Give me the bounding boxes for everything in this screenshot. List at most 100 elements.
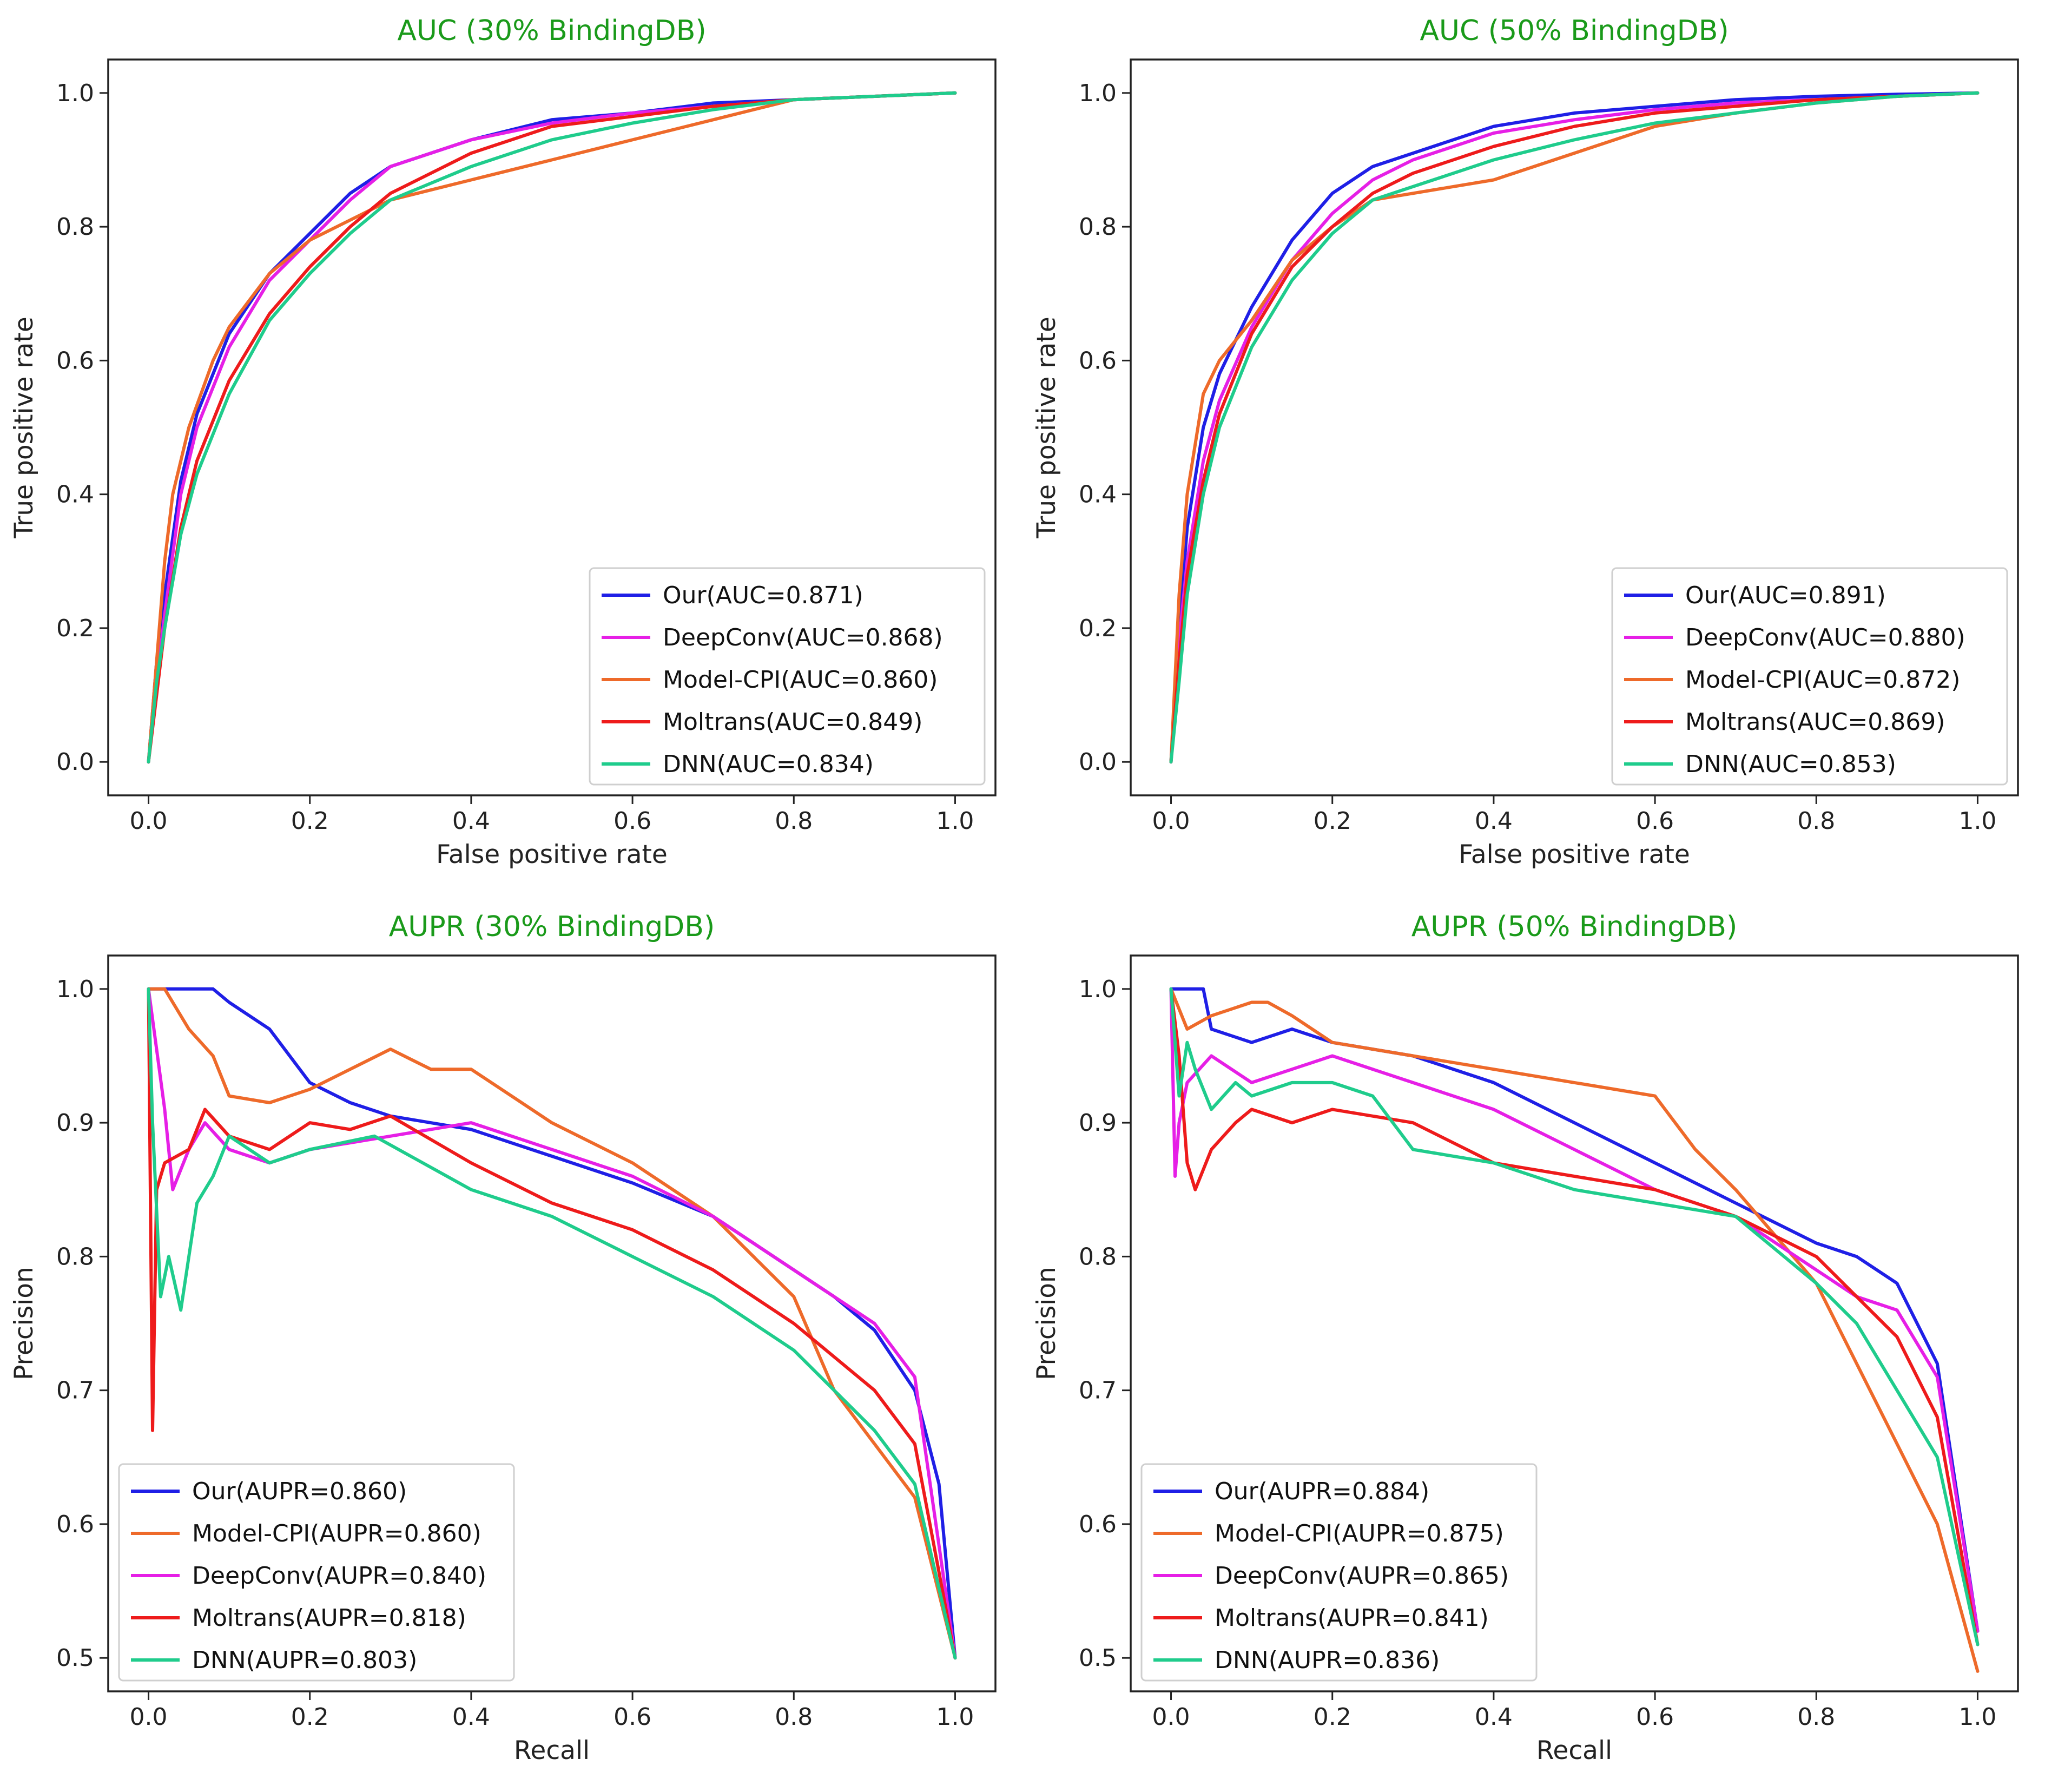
chart1-x-tick-label: 0.8 bbox=[1797, 807, 1835, 835]
chart1-series-line-3 bbox=[1169, 91, 1980, 764]
chart0-y-tick-label: 0.6 bbox=[56, 347, 94, 374]
chart0-title: AUC (30% BindingDB) bbox=[397, 15, 706, 47]
chart0-legend: Our(AUC=0.871) DeepConv(AUC=0.868) Model-C… bbox=[589, 567, 986, 786]
chart0-y-tick-label: 0.2 bbox=[56, 615, 94, 642]
chart0-series-line-4 bbox=[147, 91, 957, 764]
chart3-series-line-4 bbox=[1169, 987, 1980, 1646]
chart3-x-tick-label: 0.2 bbox=[1314, 1703, 1351, 1731]
chart1-legend-label-3: Moltrans(AUC=0.869) bbox=[1685, 708, 1945, 736]
chart0-x-tick-label: 0.0 bbox=[130, 807, 168, 835]
chart0-series-line-2 bbox=[147, 91, 957, 764]
chart0-x-tick-label: 0.4 bbox=[452, 807, 490, 835]
chart-panel-aupr-50: AUPR (50% BindingDB) 0.0 0.2 0.4 0.6 0.8 1.0 0.… bbox=[1023, 896, 2045, 1786]
chart3-legend-label-2: DeepConv(AUPR=0.865) bbox=[1215, 1562, 1509, 1590]
chart2-series-line-3 bbox=[147, 987, 957, 1660]
chart2-legend-label-0: Our(AUPR=0.860) bbox=[192, 1478, 407, 1505]
chart3-y-axis-label: Precision bbox=[1032, 1267, 1061, 1380]
chart0-y-tick-label: 0.0 bbox=[56, 748, 94, 776]
chart0-legend-label-3: Moltrans(AUC=0.849) bbox=[663, 708, 922, 736]
chart3-legend-label-0: Our(AUPR=0.884) bbox=[1215, 1478, 1429, 1505]
chart2-title: AUPR (30% BindingDB) bbox=[389, 911, 715, 943]
chart1-y-tick-label: 1.0 bbox=[1079, 80, 1117, 107]
chart0-x-tick-label: 1.0 bbox=[936, 807, 974, 835]
chart2-x-tick-label: 0.0 bbox=[130, 1703, 168, 1731]
chart2-y-tick-label: 0.5 bbox=[56, 1644, 94, 1672]
chart2-legend-label-1: Model-CPI(AUPR=0.860) bbox=[192, 1520, 481, 1547]
chart3-y-tick-label: 0.9 bbox=[1079, 1109, 1117, 1137]
chart2-x-tick-label: 0.4 bbox=[452, 1703, 490, 1731]
chart2-y-tick-label: 0.9 bbox=[56, 1109, 94, 1137]
chart-aupr-30: AUPR (30% BindingDB) 0.0 0.2 0.4 0.6 0.8 1.0 0.… bbox=[9, 911, 997, 1765]
chart1-series-line-1 bbox=[1169, 91, 1980, 764]
chart2-legend-label-3: Moltrans(AUPR=0.818) bbox=[192, 1604, 466, 1632]
chart3-x-tick-label: 0.4 bbox=[1475, 1703, 1513, 1731]
chart1-title: AUC (50% BindingDB) bbox=[1420, 15, 1729, 47]
chart3-x-tick-label: 1.0 bbox=[1958, 1703, 1996, 1731]
chart1-y-axis-label: True positive rate bbox=[1032, 317, 1061, 539]
chart0-y-tick-label: 1.0 bbox=[56, 80, 94, 107]
chart-panel-auc-30: AUC (30% BindingDB) 0.0 0.2 0.4 0.6 0.8 1.0 0.0… bbox=[0, 0, 1023, 890]
chart0-y-axis-label: True positive rate bbox=[9, 317, 39, 539]
chart3-y-tick-label: 0.8 bbox=[1079, 1243, 1117, 1270]
chart0-y-tick-label: 0.8 bbox=[56, 213, 94, 241]
chart1-x-tick-label: 0.4 bbox=[1475, 807, 1513, 835]
chart1-x-tick-label: 0.2 bbox=[1314, 807, 1351, 835]
chart1-y-tick-label: 0.4 bbox=[1079, 481, 1117, 509]
chart1-y-tick-label: 0.0 bbox=[1079, 748, 1117, 776]
chart0-legend-label-1: DeepConv(AUC=0.868) bbox=[663, 624, 943, 651]
chart3-y-tick-label: 0.5 bbox=[1079, 1644, 1117, 1672]
chart0-plot-frame bbox=[107, 58, 997, 796]
chart1-series-line-4 bbox=[1169, 91, 1980, 764]
chart3-x-axis-label: Recall bbox=[1536, 1736, 1612, 1765]
chart1-legend-label-1: DeepConv(AUC=0.880) bbox=[1685, 624, 1965, 651]
chart2-y-tick-label: 0.6 bbox=[56, 1511, 94, 1538]
chart3-legend-label-1: Model-CPI(AUPR=0.875) bbox=[1215, 1520, 1504, 1547]
chart1-x-tick-label: 1.0 bbox=[1958, 807, 1996, 835]
chart3-series-line-3 bbox=[1169, 987, 1980, 1646]
chart3-legend-box bbox=[1140, 1463, 1538, 1682]
chart3-series-line-1 bbox=[1169, 987, 1980, 1673]
chart2-y-tick-label: 0.8 bbox=[56, 1243, 94, 1270]
chart2-series-line-2 bbox=[147, 987, 957, 1660]
chart2-legend: Our(AUPR=0.860) Model-CPI(AUPR=0.860) Deep… bbox=[118, 1463, 515, 1682]
chart0-y-tick-label: 0.4 bbox=[56, 481, 94, 509]
chart3-y-tick-label: 0.6 bbox=[1079, 1511, 1117, 1538]
chart3-x-tick-label: 0.0 bbox=[1152, 1703, 1190, 1731]
chart2-x-tick-label: 0.8 bbox=[775, 1703, 813, 1731]
chart2-plot-frame bbox=[107, 954, 997, 1692]
chart-auc-30: AUC (30% BindingDB) 0.0 0.2 0.4 0.6 0.8 1.0 0.0… bbox=[9, 15, 997, 869]
chart0-legend-label-2: Model-CPI(AUC=0.860) bbox=[663, 666, 938, 694]
chart2-series-line-1 bbox=[147, 987, 957, 1660]
chart1-y-tick-label: 0.8 bbox=[1079, 213, 1117, 241]
chart1-y-tick-label: 0.2 bbox=[1079, 615, 1117, 642]
chart1-x-tick-label: 0.0 bbox=[1152, 807, 1190, 835]
chart3-x-tick-label: 0.6 bbox=[1636, 1703, 1674, 1731]
chart0-x-tick-label: 0.6 bbox=[614, 807, 651, 835]
chart1-y-tick-label: 0.6 bbox=[1079, 347, 1117, 374]
chart0-legend-label-4: DNN(AUC=0.834) bbox=[663, 750, 874, 778]
chart2-y-tick-label: 1.0 bbox=[56, 976, 94, 1003]
chart2-x-tick-label: 0.6 bbox=[614, 1703, 651, 1731]
chart1-legend-label-2: Model-CPI(AUC=0.872) bbox=[1685, 666, 1960, 694]
chart3-plot-frame bbox=[1130, 954, 2019, 1692]
chart3-y-tick-label: 1.0 bbox=[1079, 976, 1117, 1003]
chart2-series-line-4 bbox=[147, 987, 957, 1660]
chart0-x-axis-label: False positive rate bbox=[436, 840, 668, 869]
chart0-x-tick-label: 0.8 bbox=[775, 807, 813, 835]
chart2-x-axis-label: Recall bbox=[514, 1736, 590, 1765]
chart0-series-line-0 bbox=[147, 91, 957, 764]
chart3-y-tick-label: 0.7 bbox=[1079, 1377, 1117, 1405]
chart1-legend-box bbox=[1611, 567, 2008, 786]
chart1-x-tick-label: 0.6 bbox=[1636, 807, 1674, 835]
chart1-plot-frame bbox=[1130, 58, 2019, 796]
chart1-series-line-0 bbox=[1169, 91, 1980, 764]
chart1-x-axis-label: False positive rate bbox=[1459, 840, 1690, 869]
chart3-series-line-2 bbox=[1169, 987, 1980, 1633]
chart1-legend-label-4: DNN(AUC=0.853) bbox=[1685, 750, 1896, 778]
chart-panel-auc-50: AUC (50% BindingDB) 0.0 0.2 0.4 0.6 0.8 1.0 0.0… bbox=[1023, 0, 2045, 890]
chart0-legend-box bbox=[589, 567, 986, 786]
chart2-legend-label-4: DNN(AUPR=0.803) bbox=[192, 1646, 417, 1674]
chart0-legend-label-0: Our(AUC=0.871) bbox=[663, 582, 863, 609]
chart3-legend: Our(AUPR=0.884) Model-CPI(AUPR=0.875) Deep… bbox=[1140, 1463, 1538, 1682]
